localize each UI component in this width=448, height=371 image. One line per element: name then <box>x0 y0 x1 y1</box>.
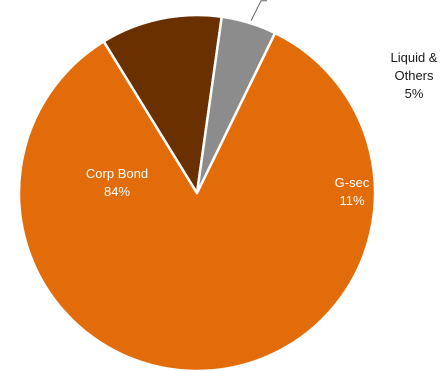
data-labels: Corp Bond 84% G-sec 11% Liquid & Others 5% <box>86 50 438 208</box>
pie-slice-liquid-others <box>195 15 277 195</box>
pie-slice-g-sec <box>102 13 224 195</box>
leader-line <box>250 0 268 22</box>
leader-lines <box>250 0 268 22</box>
data-label-corp-bond: Corp Bond 84% <box>86 166 148 199</box>
data-label-liquid-others: Liquid & Others 5% <box>391 50 438 101</box>
pie-slices <box>17 13 377 371</box>
data-label-g-sec: G-sec 11% <box>335 175 370 208</box>
